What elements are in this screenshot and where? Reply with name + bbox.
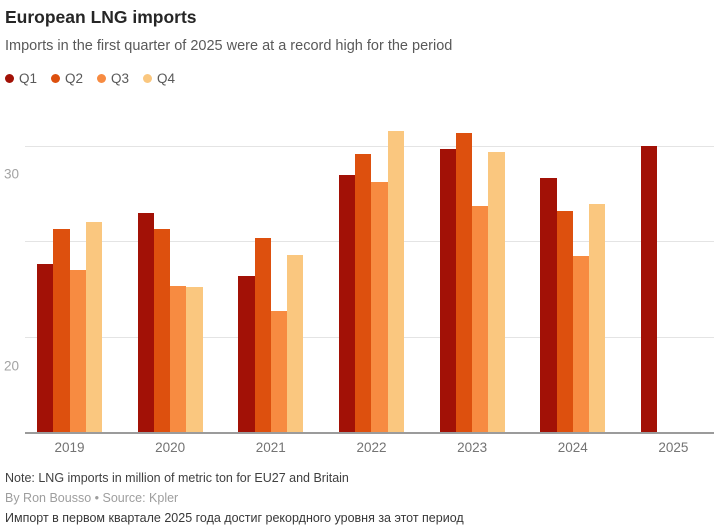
bar-2019-q2	[53, 229, 70, 433]
bar-2023-q1	[439, 148, 456, 433]
chart-title: European LNG imports	[5, 7, 197, 27]
legend-item-q1: Q1	[5, 71, 37, 86]
bar-2025-q1	[640, 145, 658, 433]
bar-groups	[25, 117, 714, 433]
bar-2023-q4	[488, 152, 505, 433]
legend: Q1 Q2 Q3 Q4	[5, 71, 714, 86]
bar-2021-q2	[254, 237, 271, 433]
bar-2022-q4	[387, 131, 404, 433]
x-tick-label-2023: 2023	[457, 440, 488, 455]
legend-item-q4: Q4	[143, 71, 175, 86]
bar-2023-q2	[455, 133, 473, 433]
y-tick-label: 30	[3, 166, 19, 182]
bar-2024-q4	[589, 204, 606, 433]
legend-dot-q4	[143, 74, 153, 83]
x-tick-label-2019: 2019	[54, 440, 85, 455]
bar-2024-q1	[540, 178, 557, 433]
legend-dot-q2	[51, 74, 61, 83]
bar-group-2023	[439, 117, 505, 433]
bar-group-2020	[137, 117, 203, 433]
bar-group-2025	[640, 117, 706, 433]
bar-group-2021	[238, 117, 304, 433]
gridline-30: 30	[4, 145, 714, 181]
chart-footer: Note: LNG imports in million of metric t…	[5, 471, 714, 525]
bar-2020-q1	[137, 212, 154, 433]
bar-2024-q3	[572, 255, 590, 433]
bar-2019-q4	[85, 222, 102, 433]
bar-group-2019	[37, 117, 102, 433]
x-axis-line	[25, 432, 714, 434]
chart-subtitle: Imports in the first quarter of 2025 wer…	[5, 38, 453, 54]
x-tick-label-2025: 2025	[658, 440, 689, 455]
bar-2019-q3	[69, 270, 86, 433]
bar-group-2022	[338, 117, 404, 433]
note-text: Note: LNG imports in million of metric t…	[5, 471, 349, 485]
legend-dot-q1	[5, 74, 14, 83]
legend-label: Q3	[111, 71, 130, 86]
x-tick-label-2024: 2024	[557, 440, 588, 455]
legend-item-q2: Q2	[51, 71, 83, 86]
bar-2020-q3	[170, 285, 187, 433]
legend-label: Q2	[65, 71, 84, 86]
legend-label: Q4	[157, 71, 176, 86]
bar-2021-q1	[238, 276, 255, 433]
bar-2020-q2	[153, 229, 171, 433]
x-tick-label-2021: 2021	[255, 440, 286, 455]
x-tick-label-2020: 2020	[155, 440, 186, 455]
bar-2020-q4	[186, 287, 203, 433]
bar-group-2024	[540, 117, 606, 433]
bar-2022-q2	[355, 154, 372, 433]
x-axis-labels: 2019 2020 2021 2022 2023 2024 2025	[25, 440, 714, 455]
plot-area: 302010	[4, 117, 714, 434]
x-tick-label-2022: 2022	[356, 440, 387, 455]
y-tick-label: 20	[3, 358, 19, 374]
bar-2024-q2	[556, 210, 573, 433]
bar-2022-q3	[371, 182, 388, 433]
bar-2021-q4	[287, 254, 304, 433]
legend-label: Q1	[19, 71, 38, 86]
bar-2022-q1	[338, 175, 356, 433]
bar-2021-q3	[270, 311, 288, 433]
legend-item-q3: Q3	[97, 71, 129, 86]
bar-2023-q3	[472, 206, 489, 433]
bar-2019-q1	[37, 263, 54, 433]
byline-source-text: By Ron Bousso • Source: Kpler	[5, 491, 179, 505]
legend-dot-q3	[97, 74, 107, 83]
translated-caption-text: Импорт в первом квартале 2025 года дости…	[5, 511, 464, 525]
